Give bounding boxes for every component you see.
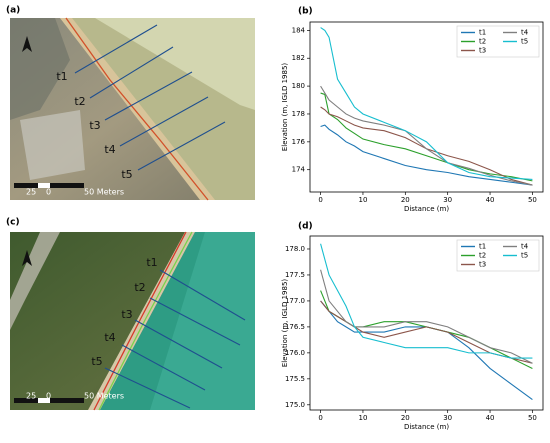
x-tick-label: 40 [486,414,495,422]
x-tick-label: 30 [443,414,452,422]
y-axis-label: Elevation (m, IGLD 1985) [281,279,289,368]
series-line [320,243,533,359]
legend-label: t5 [521,252,528,260]
series-line [320,300,533,364]
series-line [320,106,533,186]
x-axis-label: Distance (m) [404,423,449,431]
y-tick-label: 176.0 [285,349,305,357]
series-line [320,27,533,181]
x-tick-label: 20 [401,196,410,204]
legend-label: t5 [521,38,528,46]
series-line [320,124,533,186]
y-tick-label: 175.0 [285,401,305,409]
legend-label: t1 [479,29,486,37]
scale-label: 25 [26,392,36,401]
y-tick-label: 178 [292,110,305,118]
series-line [320,92,533,182]
y-tick-label: 180 [292,82,305,90]
legend-label: t3 [479,47,486,55]
series-line [320,290,533,369]
y-tick-label: 176.5 [285,323,305,331]
transect-label: t5 [91,355,102,368]
legend-label: t2 [479,38,486,46]
transect-label: t3 [89,119,100,132]
transect-label: t2 [134,281,145,294]
y-tick-label: 174 [292,166,306,174]
scale-label: 50 Meters [84,188,124,197]
y-tick-label: 184 [292,26,306,34]
transect-label: t1 [146,256,157,269]
transect-label: t5 [121,168,132,181]
y-tick-label: 176 [292,138,306,146]
legend-label: t3 [479,261,486,269]
transect-label: t3 [121,308,132,321]
plot-frame [309,235,544,411]
panel-label: (d) [298,222,313,232]
x-tick-label: 50 [528,196,537,204]
scale-label: 50 Meters [84,392,124,401]
x-tick-label: 10 [358,196,367,204]
x-tick-label: 50 [528,414,537,422]
series-line [320,269,533,364]
series-line [320,300,533,401]
panel-label: (c) [6,218,20,228]
x-tick-label: 40 [486,196,495,204]
legend-label: t4 [521,243,529,251]
series-line [320,85,533,186]
scale-label: 25 [26,188,36,197]
x-tick-label: 30 [443,196,452,204]
y-tick-label: 177.0 [285,297,305,305]
aerial-image-a [10,17,255,201]
x-tick-label: 20 [401,414,410,422]
transect-label: t4 [104,331,115,344]
x-tick-label: 0 [318,196,322,204]
scale-label: 0 [46,188,51,197]
panel-label: (b) [298,7,313,17]
y-tick-label: 175.5 [285,375,305,383]
transect-label: t2 [74,95,85,108]
scale-label: 0 [46,392,51,401]
legend-label: t4 [521,29,529,37]
panel-label: (a) [6,6,20,16]
transect-label: t4 [104,143,115,156]
x-tick-label: 0 [318,414,322,422]
legend-label: t1 [479,243,486,251]
y-tick-label: 182 [292,54,305,62]
legend-label: t2 [479,252,486,260]
x-tick-label: 10 [358,414,367,422]
y-tick-label: 177.5 [285,271,305,279]
y-axis-label: Elevation (m, IGLD 1985) [281,63,289,152]
y-tick-label: 178.0 [285,245,305,253]
x-axis-label: Distance (m) [404,205,449,213]
aerial-image-c [10,231,255,411]
transect-label: t1 [56,70,67,83]
plot-frame [309,21,544,193]
